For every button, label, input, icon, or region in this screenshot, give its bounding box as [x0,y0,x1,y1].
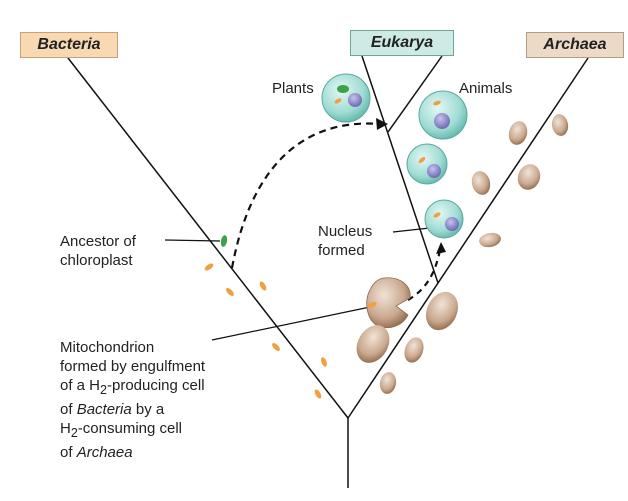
nucleus-dashed-arrow [407,249,442,301]
mitochondrion-label: Mitochondrion formed by engulfment of a … [60,338,205,462]
plant-cell [321,73,371,123]
mito-line-5-post: -consuming cell [77,420,183,437]
animals-label: Animals [459,80,513,97]
mito-line-3-pre: of a H [60,377,101,394]
nucleus-formed-cell [424,199,464,239]
bacterial-cells [204,263,327,399]
chloroplast-dashed-arrow [230,122,381,269]
engulfing-archaeal-cell [366,277,411,329]
mito-line-3: of a H2-producing cell [60,376,205,400]
bacteria-domain-label: Bacteria [20,32,118,58]
plants-label: Plants [272,80,314,97]
nucleus-arrowhead [436,242,446,254]
mito-line-6-pre: of [60,444,77,461]
mito-line-1: Mitochondrion [60,339,155,356]
ancestor-line-2: chloroplast [60,252,133,269]
mito-line-6: of Archaea [60,443,205,462]
mito-leader [211,306,371,341]
mito-line-3-post: -producing cell [106,377,205,394]
chloroplast-arrowhead [376,118,388,130]
archaeal-cells [356,114,569,394]
mito-line-4-post: by a [131,401,165,418]
mito-line-5: H2-consuming cell [60,419,205,443]
chloroplast-ancestor [220,235,228,247]
ancestor-of-chloroplast-label: Ancestor of chloroplast [60,232,136,270]
nucleus-line-1: Nucleus [318,223,373,240]
eukarya-domain-label: Eukarya [350,30,454,56]
eukarya-lower-branch [361,55,439,284]
mito-line-4-pre: of [60,401,77,418]
archaea-branch [347,57,589,419]
ancestor-line-1: Ancestor of [60,233,136,250]
mito-line-6-italic: Archaea [76,444,133,461]
mito-line-4-italic: Bacteria [76,401,132,418]
nucleus-line-2: formed [318,242,365,259]
mito-line-2: formed by engulfment [60,358,206,375]
mito-line-5-pre: H [60,420,71,437]
animal-cell-large [418,90,468,140]
mito-line-5-sub: 2 [70,426,78,440]
animal-cell-medium [406,143,448,185]
mito-line-3-sub: 2 [100,383,107,397]
eukarya-right-branch [387,55,443,133]
nucleus-formed-label: Nucleus formed [318,222,372,260]
ancestor-leader [164,239,221,242]
mito-line-4: of Bacteria by a [60,400,205,419]
archaea-domain-label: Archaea [526,32,624,58]
bacteria-branch [67,57,349,419]
